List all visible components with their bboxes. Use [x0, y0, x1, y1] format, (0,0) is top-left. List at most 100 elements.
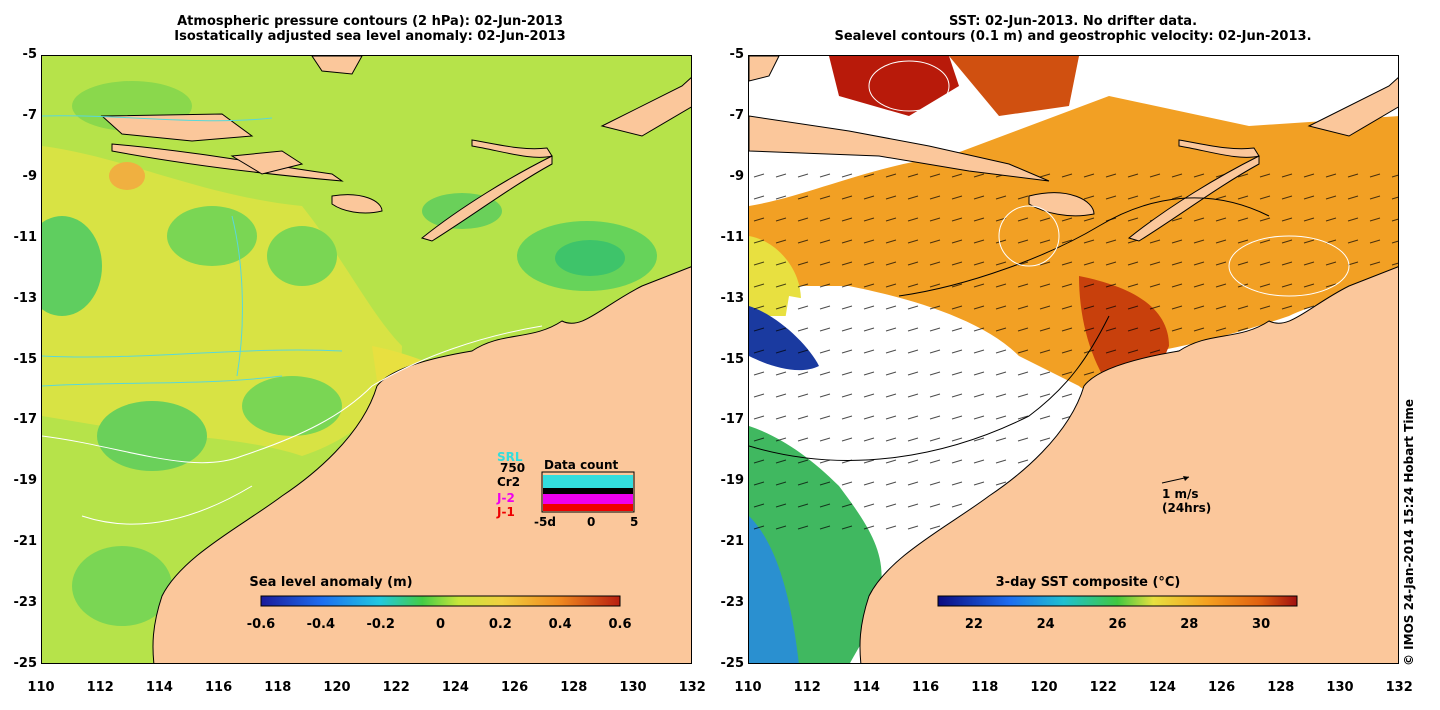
x-tick-label: 116: [912, 680, 940, 695]
y-tick-label: -7: [22, 107, 37, 123]
x-tick-label: 120: [323, 680, 351, 695]
x-tick-label: 120: [1030, 680, 1058, 695]
colorbar-title: Sea level anomaly (m): [249, 575, 412, 590]
colorbar-tick-label: 0.2: [489, 617, 512, 632]
y-tick-label: -21: [720, 534, 745, 550]
colorbar-tick-label: 28: [1180, 617, 1198, 632]
island-landmass: [471, 139, 553, 158]
x-tick-label: 130: [619, 680, 647, 695]
colorbar-tick-label: 22: [965, 617, 983, 632]
island-landmass: [111, 143, 344, 182]
legend-title: Data count: [544, 458, 619, 472]
scale-label-duration: (24hrs): [1162, 501, 1211, 515]
sea-level-anomaly-map: SRL 750 Cr2 J-2 J-1 Data count -5d 0 5 S…: [41, 55, 692, 664]
pressure-contour: [42, 375, 283, 387]
velocity-scale: 1 m/s (24hrs): [1161, 476, 1211, 515]
left-title-line2: Isostatically adjusted sea level anomaly…: [174, 29, 566, 44]
legend-bar-j1: [543, 504, 633, 511]
x-tick-label: 118: [971, 680, 999, 695]
legend-satellite-750: 750: [500, 461, 525, 475]
y-tick-label: -13: [720, 290, 745, 306]
colorbar-tick-label: -0.2: [366, 617, 394, 632]
right-title-line1: SST: 02-Jun-2013. No drifter data.: [948, 14, 1198, 29]
colorbar-tick-label: 24: [1037, 617, 1055, 632]
x-tick-label: 112: [86, 680, 114, 695]
x-tick-label: 114: [852, 680, 880, 695]
x-tick-label: 122: [1089, 680, 1117, 695]
island-landmass: [1028, 192, 1095, 217]
x-tick-label: 132: [1385, 680, 1413, 695]
y-tick-label: -11: [720, 229, 745, 245]
anomaly-green-blob: [42, 216, 102, 316]
pressure-contour: [42, 349, 343, 358]
x-tick-label: 112: [793, 680, 821, 695]
left-map-title: Atmospheric pressure contours (2 hPa): 0…: [40, 14, 700, 44]
colorbar-ticks: -0.6 -0.4 -0.2 0 0.2 0.4 0.6: [247, 617, 632, 632]
colorbar-ticks: 22 24 26 28 30: [965, 617, 1270, 632]
colorbar-gradient: [260, 595, 621, 607]
y-tick-label: -23: [720, 595, 745, 611]
y-tick-label: -25: [720, 656, 745, 671]
legend-bar-cr2: [543, 488, 633, 494]
anomaly-orange-spot: [109, 162, 145, 190]
legend-satellite-j1: J-1: [496, 505, 515, 519]
x-tick-label: 124: [441, 680, 469, 695]
australia-landmass: [859, 266, 1398, 663]
sea-level-contour: [898, 197, 1270, 297]
x-tick-label: 130: [1326, 680, 1354, 695]
scale-label: 1 m/s: [1162, 487, 1199, 501]
x-tick-label: 110: [27, 680, 55, 695]
right-title-line2: Sealevel contours (0.1 m) and geostrophi…: [834, 29, 1312, 44]
x-tick-label: 132: [678, 680, 706, 695]
x-tick-label: 126: [501, 680, 529, 695]
anomaly-yellow-region: [42, 146, 402, 456]
y-tick-label: -23: [13, 595, 38, 611]
y-tick-label: -21: [13, 534, 38, 550]
sst-colorbar: 3-day SST composite (°C) 22 24 26 28 30: [937, 575, 1298, 632]
sst-cold-region: [749, 516, 799, 663]
y-tick-label: -15: [13, 351, 38, 367]
left-title-line1: Atmospheric pressure contours (2 hPa): 0…: [177, 14, 563, 29]
colorbar-tick-label: 0.4: [549, 617, 572, 632]
legend-satellite-j2: J-2: [496, 491, 515, 505]
colorbar-tick-label: 30: [1252, 617, 1270, 632]
anomaly-green-blob: [97, 401, 207, 471]
y-tick-label: -13: [13, 290, 38, 306]
copyright-notice: © IMOS 24-Jan-2014 15:24 Hobart Time: [1402, 398, 1416, 666]
legend-satellite-cr2: Cr2: [497, 475, 520, 489]
sea-level-contour: [1228, 235, 1350, 297]
pressure-contour: [231, 215, 243, 377]
x-tick-label: 126: [1208, 680, 1236, 695]
island-landmass: [749, 56, 780, 82]
x-tick-label: 122: [382, 680, 410, 695]
legend-xtick: -5d: [534, 515, 556, 529]
colorbar-tick-label: -0.6: [247, 617, 275, 632]
colorbar-tick-label: -0.4: [307, 617, 335, 632]
y-tick-label: -5: [22, 47, 37, 62]
colorbar-title: 3-day SST composite (°C): [996, 575, 1181, 590]
x-tick-label: 116: [205, 680, 233, 695]
sea-level-contour: [998, 205, 1060, 267]
sst-hot-region: [829, 56, 959, 116]
island-landmass: [600, 77, 691, 137]
anomaly-green-blob: [167, 206, 257, 266]
sea-level-contour: [868, 60, 950, 112]
scale-arrow-head-icon: [1183, 476, 1189, 481]
legend-bar-j2: [543, 494, 633, 504]
legend-xtick: 0: [587, 515, 595, 529]
y-tick-label: -17: [13, 412, 38, 428]
island-landmass: [749, 115, 1050, 182]
y-tick-label: -15: [720, 351, 745, 367]
colorbar-tick-label: 0.6: [608, 617, 631, 632]
sea-level-contour: [749, 315, 1110, 461]
pressure-contour: [42, 115, 273, 122]
island-landmass: [1178, 139, 1260, 158]
anomaly-green-blob: [72, 546, 172, 626]
island-landmass: [311, 56, 363, 75]
sst-hot-region: [949, 56, 1079, 116]
x-tick-label: 110: [734, 680, 762, 695]
sla-colorbar: Sea level anomaly (m) -0.6 -0.4 -0.2 0 0.2 0.…: [247, 575, 632, 632]
x-tick-label: 114: [145, 680, 173, 695]
y-tick-label: -25: [13, 656, 38, 671]
island-landmass: [1307, 77, 1398, 137]
